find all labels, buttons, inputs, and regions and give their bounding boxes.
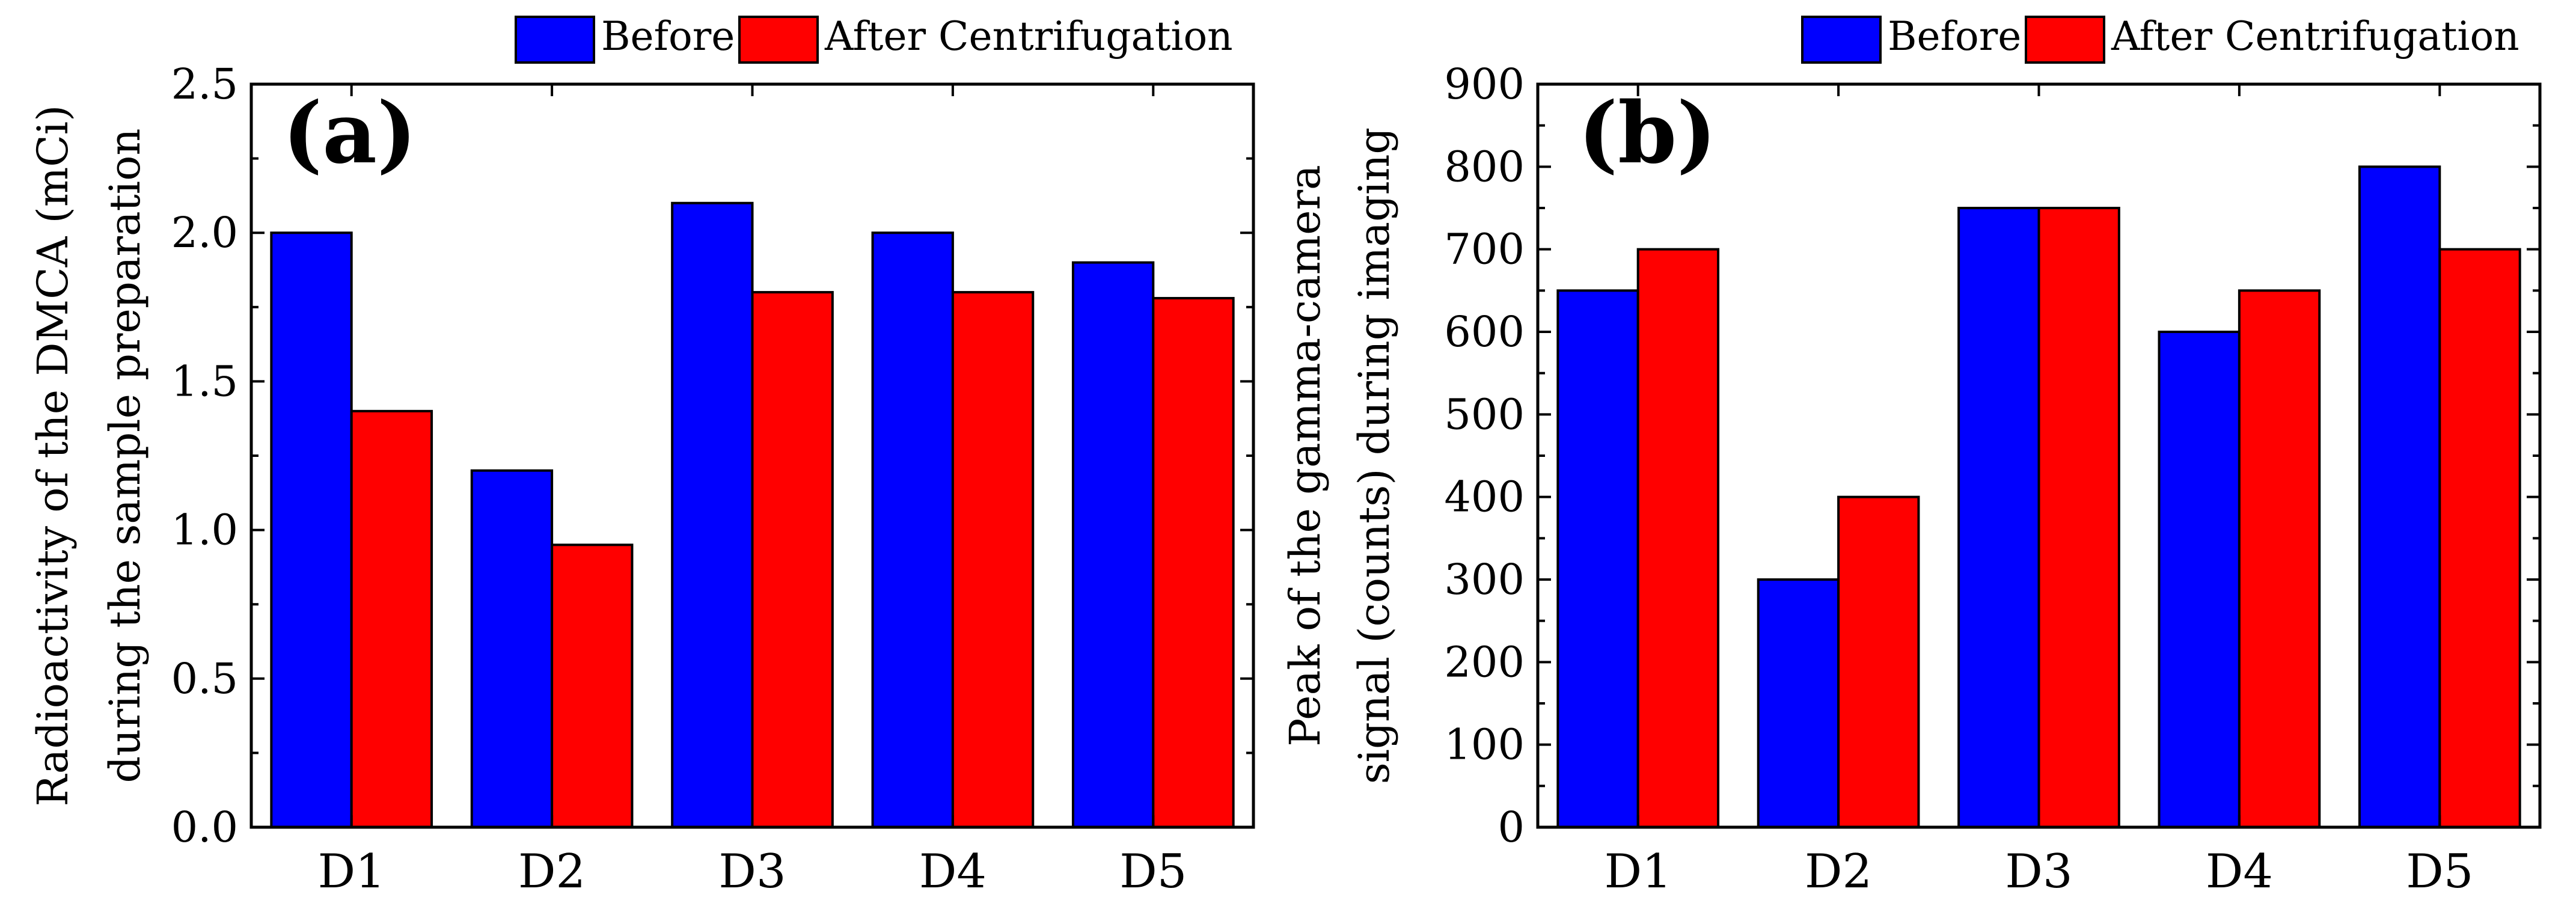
- bar-before-d5: [2358, 165, 2441, 828]
- bar-after-d3: [2037, 207, 2120, 828]
- y-tick-label: 200: [1444, 637, 1525, 687]
- bar-after-d4: [2238, 289, 2321, 829]
- bar-before-d5: [1071, 261, 1155, 828]
- bar-after-d5: [2438, 248, 2521, 828]
- y-tick-label: 500: [1444, 390, 1525, 439]
- y-tick-label: 2.0: [171, 208, 238, 257]
- x-tick-label-d3: D3: [718, 845, 786, 899]
- y-axis-title-line-2: signal (counts) during imaging: [1350, 127, 1399, 785]
- y-tick-label: 300: [1444, 555, 1525, 604]
- bar-before-d4: [2158, 331, 2241, 828]
- bar-before-d3: [671, 201, 754, 828]
- y-tick-label: 2.5: [171, 60, 238, 109]
- x-tick-label-d3: D3: [2005, 845, 2072, 899]
- legend-label-before: Before: [601, 13, 735, 60]
- x-tick-label-d5: D5: [2406, 845, 2473, 899]
- y-tick-label: 700: [1444, 225, 1525, 274]
- legend-swatch-before: [1801, 16, 1882, 64]
- y-axis-title-line-1: Peak of the gamma-camera: [1280, 165, 1330, 747]
- legend-label-after: After Centrifugation: [2111, 13, 2519, 60]
- y-tick-label: 800: [1444, 142, 1525, 191]
- y-tick-label: 400: [1444, 473, 1525, 522]
- x-tick-label-d5: D5: [1119, 845, 1187, 899]
- bar-before-d1: [270, 231, 353, 828]
- bar-after-d2: [551, 543, 634, 828]
- bar-after-d1: [1636, 248, 1720, 828]
- legend-swatch-after: [738, 16, 819, 64]
- bar-after-d3: [751, 291, 834, 828]
- x-tick-label-d2: D2: [518, 845, 586, 899]
- bar-before-d4: [871, 231, 954, 828]
- legend-label-before: Before: [1888, 13, 2021, 60]
- bar-after-d1: [350, 409, 433, 828]
- legend-swatch-before: [515, 16, 595, 64]
- y-tick-label: 600: [1444, 307, 1525, 356]
- y-axis-title-line-2: during the sample preparation: [100, 129, 150, 783]
- bar-before-d3: [1957, 207, 2040, 828]
- x-tick-label-d1: D1: [1605, 845, 1672, 899]
- x-tick-label-d2: D2: [1805, 845, 1872, 899]
- legend-label-after: After Centrifugation: [824, 13, 1233, 60]
- bar-after-d2: [1837, 495, 1920, 828]
- chart-panel-a: 0.0 0.5 1.0 1.5 2.0 2.5 D1 D2 D3 D4 D5 Radioactivit…: [28, 13, 1255, 899]
- x-tick-label-d1: D1: [318, 845, 385, 899]
- panel-label: (b): [1578, 84, 1716, 183]
- bar-before-d2: [470, 469, 554, 828]
- y-axis-title-line-1: Radioactivity of the DMCA (mCi): [28, 105, 78, 807]
- bar-before-d1: [1556, 289, 1639, 829]
- bar-before-d2: [1757, 578, 1840, 828]
- y-tick-label: 1.0: [171, 506, 238, 555]
- y-tick-label: 1.5: [171, 356, 238, 406]
- y-tick-label: 0.0: [171, 803, 238, 852]
- y-tick-label: 900: [1444, 60, 1525, 109]
- y-tick-label: 100: [1444, 720, 1525, 770]
- bar-after-d4: [951, 291, 1035, 828]
- y-tick-label: 0: [1498, 803, 1525, 852]
- legend-swatch-after: [2025, 16, 2105, 64]
- bar-after-d5: [1152, 296, 1235, 828]
- x-tick-label-d4: D4: [2206, 845, 2273, 899]
- panel-label: (a): [283, 84, 417, 183]
- chart-panel-b: 0 100 200 300 400 500 600 700 800 900 D1 D2 D3 D4 D5 Pe…: [1280, 13, 2542, 899]
- y-tick-label: 0.5: [171, 654, 238, 703]
- x-tick-label-d4: D4: [919, 845, 987, 899]
